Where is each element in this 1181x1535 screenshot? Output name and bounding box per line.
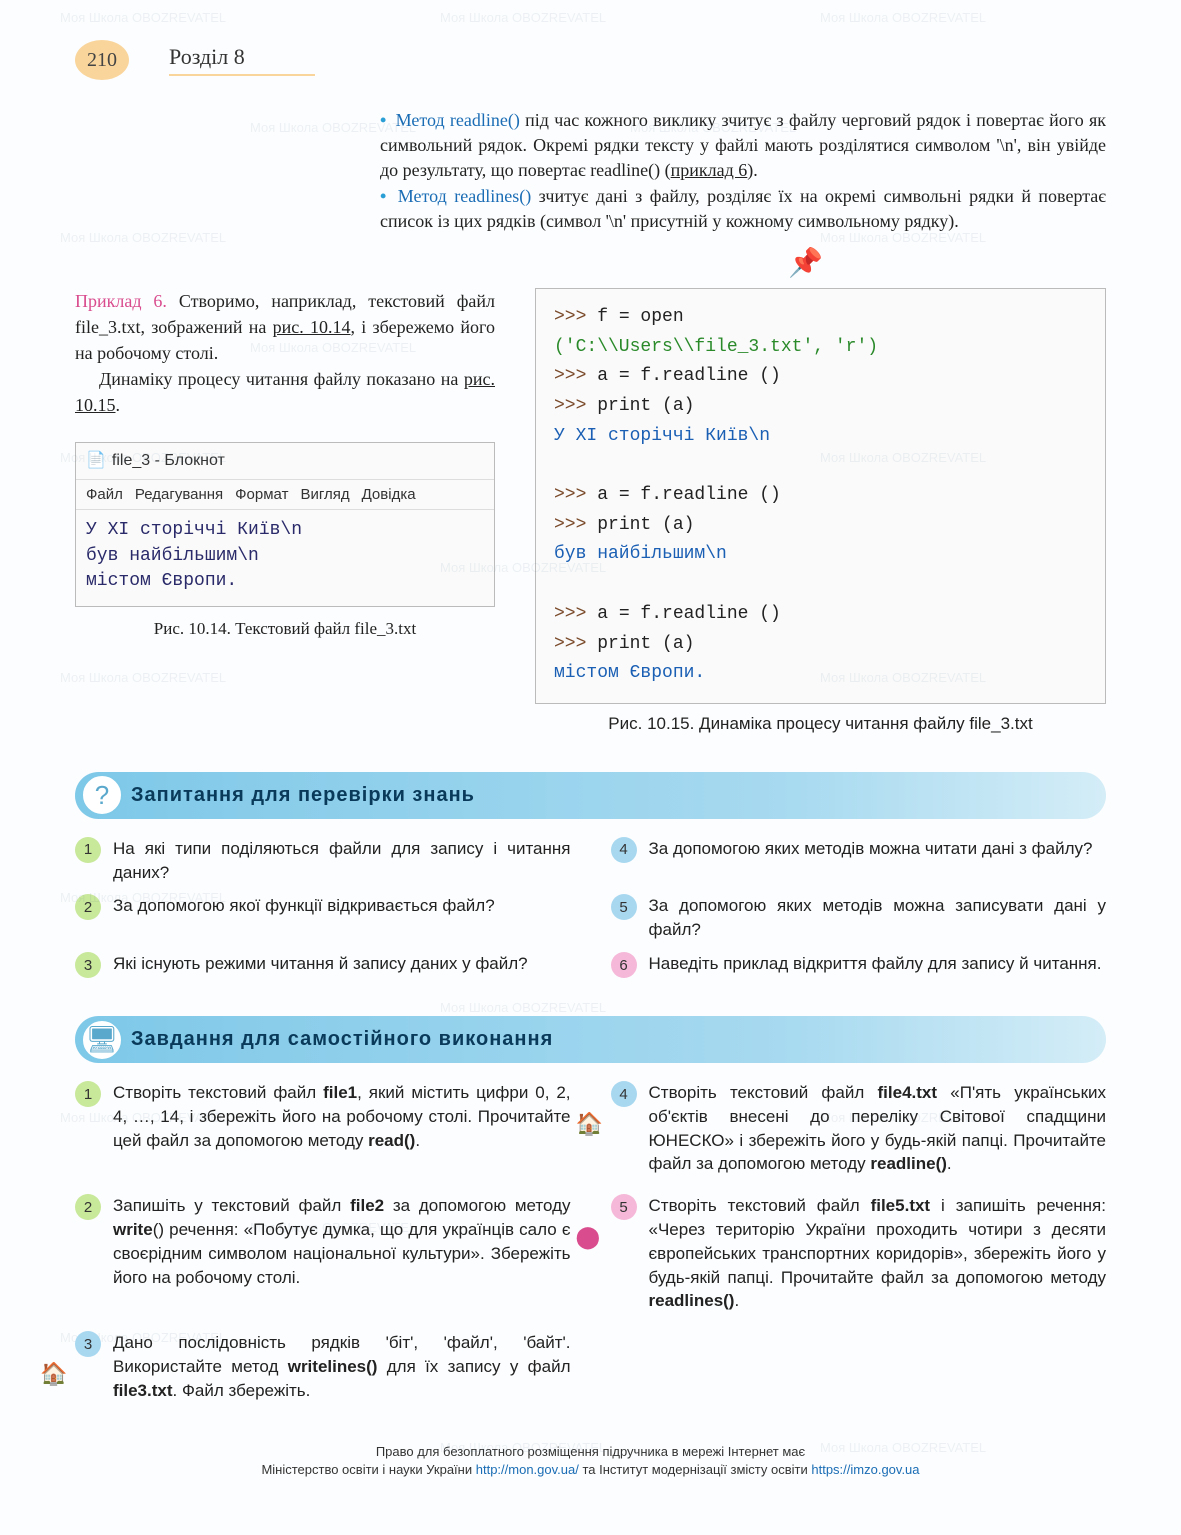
pin-icon: 📌 (505, 246, 1106, 280)
task-number: 3 (75, 1331, 101, 1357)
tasks-list: 1 Створіть текстовий файл file1, який міс… (75, 1081, 1106, 1403)
question-number: 6 (611, 952, 637, 978)
link-example6[interactable]: приклад 6 (671, 160, 748, 180)
bullet-icon: • (380, 110, 386, 130)
task-text: Запишіть у текстовий файл file2 за допом… (113, 1194, 571, 1289)
task-item: 2 Запишіть у текстовий файл file2 за допо… (75, 1194, 571, 1313)
task-text: Створіть текстовий файл file4.txt «П'ять… (649, 1081, 1107, 1176)
task-item: ⬤5Створіть текстовий файл file5.txt і за… (611, 1194, 1107, 1313)
link-fig-10-14[interactable]: рис. 10.14 (273, 317, 351, 337)
task-item: 1 Створіть текстовий файл file1, який міс… (75, 1081, 571, 1176)
figure-caption-10-15: Рис. 10.15. Динаміка процесу читання фай… (535, 714, 1106, 734)
task-extra-icon: 🏠 (576, 1109, 603, 1140)
task-text: Дано послідовність рядків 'біт', 'файл',… (113, 1331, 571, 1402)
question-text: За допомогою якої функції відкривається … (113, 894, 495, 918)
menu-edit[interactable]: Редагування (135, 484, 223, 506)
question-text: На які типи поділяються файли для запису… (113, 837, 571, 885)
task-number: 1 (75, 1081, 101, 1107)
notepad-icon: 📄 (86, 449, 106, 472)
computer-icon: 🖥 (81, 1019, 123, 1061)
menu-view[interactable]: Вигляд (300, 484, 349, 506)
question-number: 3 (75, 952, 101, 978)
notepad-titlebar: 📄 file_3 - Блокнот (76, 443, 494, 478)
question-item: 4 За допомогою яких методів можна читати … (611, 837, 1107, 885)
menu-help[interactable]: Довідка (362, 484, 416, 506)
example-description: Приклад 6. Створимо, наприклад, текстови… (75, 288, 495, 642)
questions-title: Запитання для перевірки знань (131, 784, 1082, 807)
question-text: Які існують режими читання й запису дани… (113, 952, 528, 976)
page-number: 210 (75, 40, 129, 80)
footer-link-mon[interactable]: http://mon.gov.ua/ (476, 1462, 579, 1477)
task-extra-icon: 🏠 (40, 1359, 67, 1390)
method-readline: Метод readline() (396, 110, 520, 130)
menu-file[interactable]: Файл (86, 484, 123, 506)
footer-link-imzo[interactable]: https://imzo.gov.ua (811, 1462, 919, 1477)
page-header: 210 Розділ 8 (75, 40, 1106, 80)
question-mark-icon: ? (81, 774, 123, 816)
chapter-title: Розділ 8 (169, 44, 315, 76)
example-label: Приклад 6. (75, 291, 167, 311)
tasks-title: Завдання для самостійного виконання (131, 1028, 1082, 1051)
task-text: Створіть текстовий файл file5.txt і запи… (649, 1194, 1107, 1313)
tasks-section-header: 🖥 Завдання для самостійного виконання (75, 1016, 1106, 1063)
intro-text: • Метод readline() під час кожного викли… (380, 108, 1106, 234)
question-text: Наведіть приклад відкриття файлу для зап… (649, 952, 1102, 976)
menu-format[interactable]: Формат (235, 484, 288, 506)
python-shell-output: >>> f = open ('C:\\Users\\file_3.txt', '… (535, 288, 1106, 704)
question-text: За допомогою яких методів можна читати д… (649, 837, 1093, 861)
question-item: 2 За допомогою якої функції відкривається… (75, 894, 571, 942)
notepad-content: У ХІ сторіччі Київ\n був найбільшим\n мі… (76, 510, 494, 606)
task-item: 🏠4Створіть текстовий файл file4.txt «П'я… (611, 1081, 1107, 1176)
bullet-icon: • (380, 186, 386, 206)
figure-caption-10-14: Рис. 10.14. Текстовий файл file_3.txt (75, 617, 495, 642)
task-extra-icon: ⬤ (576, 1222, 601, 1253)
question-item: 1 На які типи поділяються файли для запис… (75, 837, 571, 885)
question-item: 5 За допомогою яких методів можна записув… (611, 894, 1107, 942)
question-number: 1 (75, 837, 101, 863)
question-item: 6 Наведіть приклад відкриття файлу для за… (611, 952, 1107, 978)
task-text: Створіть текстовий файл file1, який міст… (113, 1081, 571, 1152)
page-footer: Право для безоплатного розміщення підруч… (75, 1443, 1106, 1479)
notepad-menu: Файл Редагування Формат Вигляд Довідка (76, 479, 494, 511)
notepad-window: 📄 file_3 - Блокнот Файл Редагування Форм… (75, 442, 495, 607)
question-item: 3 Які існують режими читання й запису дан… (75, 952, 571, 978)
questions-section-header: ? Запитання для перевірки знань (75, 772, 1106, 819)
question-text: За допомогою яких методів можна записува… (649, 894, 1107, 942)
task-number: 4 (611, 1081, 637, 1107)
questions-list: 1 На які типи поділяються файли для запис… (75, 837, 1106, 978)
question-number: 2 (75, 894, 101, 920)
method-readlines: Метод readlines() (398, 186, 531, 206)
task-item: 🏠3Дано послідовність рядків 'біт', 'файл… (75, 1331, 571, 1402)
question-number: 4 (611, 837, 637, 863)
task-number: 2 (75, 1194, 101, 1220)
notepad-title-text: file_3 - Блокнот (112, 449, 225, 472)
task-number: 5 (611, 1194, 637, 1220)
question-number: 5 (611, 894, 637, 920)
